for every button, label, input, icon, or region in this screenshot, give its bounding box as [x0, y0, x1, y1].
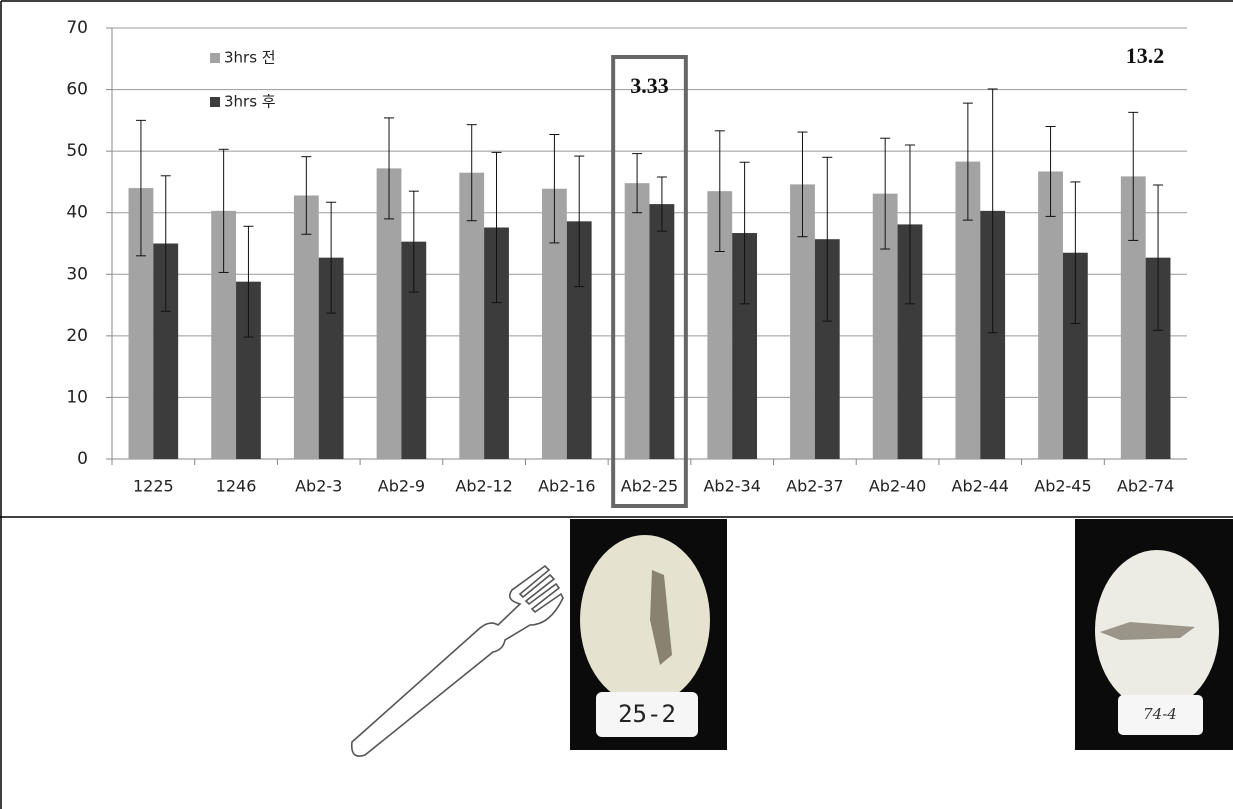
y-tick-label: 70: [66, 18, 88, 38]
legend-swatch: [210, 97, 220, 107]
annotation: 3.33: [630, 73, 669, 98]
x-tick-label: Ab2-34: [703, 477, 760, 496]
error-bar: [880, 137, 891, 250]
x-tick-label: 1225: [133, 477, 174, 496]
error-bar: [301, 156, 312, 235]
error-bar: [656, 176, 667, 232]
bar: [649, 204, 675, 459]
error-bar: [160, 175, 171, 312]
error-bar: [797, 131, 808, 238]
photo-label: 25-2: [618, 700, 676, 728]
x-tick-label: Ab2-74: [1117, 477, 1174, 496]
y-tick-label: 0: [77, 449, 88, 469]
error-bar: [1070, 181, 1081, 325]
y-tick-label: 30: [66, 264, 88, 284]
annotation: 13.2: [1126, 43, 1165, 68]
bar: [1038, 171, 1063, 459]
error-bar: [1128, 111, 1139, 241]
x-tick-label: Ab2-37: [786, 477, 843, 496]
error-bar: [574, 155, 585, 288]
error-bar: [491, 151, 502, 304]
x-tick-label: Ab2-9: [378, 477, 425, 496]
error-bar: [326, 201, 337, 314]
error-bar: [243, 225, 254, 338]
error-bar: [218, 148, 229, 273]
error-bar: [714, 130, 725, 253]
photo-label: 74-4: [1143, 705, 1177, 723]
x-tick-label: Ab2-16: [538, 477, 595, 496]
bar: [624, 183, 650, 459]
error-bar: [987, 88, 998, 334]
photo-25-2: 25-2: [570, 519, 727, 750]
legend-label: 3hrs 후: [224, 93, 276, 111]
error-bar: [408, 190, 419, 293]
y-tick-label: 10: [66, 387, 88, 407]
error-bar: [822, 156, 833, 322]
error-bar: [739, 161, 750, 305]
highlight-box: [611, 55, 688, 508]
x-tick-label: Ab2-3: [295, 477, 342, 496]
x-tick-label: Ab2-44: [952, 477, 1009, 496]
error-bar: [632, 153, 643, 214]
error-bar: [1045, 126, 1056, 217]
error-bar: [904, 144, 915, 305]
error-bar: [962, 102, 973, 221]
bar: [293, 195, 319, 459]
x-tick-label: Ab2-25: [621, 477, 678, 496]
x-tick-label: Ab2-12: [455, 477, 512, 496]
photo-74-4: 74-4: [1075, 519, 1233, 750]
error-bar: [549, 134, 560, 244]
x-tick-label: 1246: [216, 477, 257, 496]
error-bar: [384, 117, 395, 220]
legend-swatch: [210, 53, 220, 63]
error-bar: [466, 124, 477, 222]
error-bar: [1153, 184, 1164, 331]
x-tick-label: Ab2-45: [1034, 477, 1091, 496]
y-tick-label: 60: [66, 80, 88, 100]
legend-label: 3hrs 전: [224, 49, 276, 67]
fork-icon: [350, 564, 564, 757]
y-tick-label: 40: [66, 203, 88, 223]
error-bar: [135, 119, 146, 257]
y-tick-label: 20: [66, 326, 88, 346]
x-tick-label: Ab2-40: [869, 477, 926, 496]
y-tick-label: 50: [66, 141, 88, 161]
